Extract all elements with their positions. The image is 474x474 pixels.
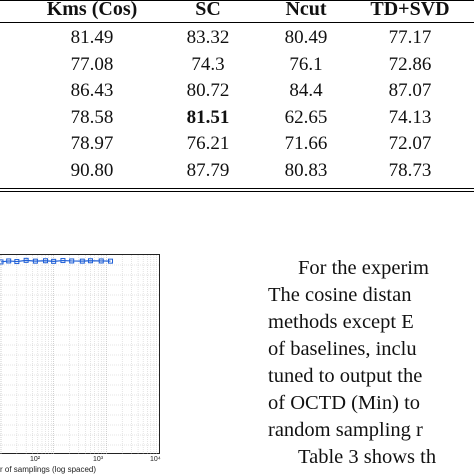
table-cell-kms-cos-row3: 86.43 (70, 80, 114, 101)
x-tick-label-1e4: 10⁴ (150, 456, 161, 463)
data-point-marker (51, 258, 57, 264)
x-tick-label-1e2: 10² (30, 456, 41, 463)
data-point-marker (14, 259, 20, 265)
table-cell-ncut-row5: 71.66 (284, 133, 328, 154)
table-cell-sc-row4: 81.51 (186, 106, 230, 128)
data-point-marker (6, 258, 12, 264)
data-point-marker (98, 258, 104, 264)
table-cell-ncut-row3: 84.4 (289, 80, 323, 101)
table-cell-td-svd-row4: 74.13 (388, 106, 432, 128)
data-point-marker (60, 258, 66, 264)
table-bottom-rule-2 (0, 191, 474, 192)
table-cell-kms-cos-row4: 78.58 (70, 106, 114, 128)
table-cell-kms-cos-row6: 90.80 (70, 159, 114, 181)
paragraph-line-1: For the experim (298, 257, 429, 279)
plot-frame (0, 254, 160, 455)
table-cell-sc-row1: 83.32 (186, 27, 230, 48)
data-point-marker (87, 258, 93, 264)
table-cell-td-svd-row3: 87.07 (388, 80, 432, 101)
table-top-rule (0, 0, 474, 1)
data-point-marker (79, 258, 85, 264)
table-cell-td-svd-row5: 72.07 (388, 133, 432, 154)
table-cell-td-svd-row1: 77.17 (388, 27, 432, 48)
table-cell-ncut-row6: 80.83 (284, 159, 328, 181)
table-cell-ncut-row2: 76.1 (289, 53, 323, 75)
table-header-td-svd: TD+SVD (370, 0, 450, 20)
data-point-marker (32, 258, 38, 264)
table-cell-td-svd-row6: 78.73 (388, 159, 432, 181)
data-point-marker (0, 259, 4, 265)
table-cell-sc-row6: 87.79 (186, 159, 230, 181)
data-point-marker (23, 257, 29, 263)
table-bottom-rule-1 (0, 188, 474, 189)
paragraph-line-8: Table 3 shows th (298, 446, 437, 468)
plot-area (0, 255, 160, 455)
table-header-kms-cos: Kms (Cos) (46, 0, 138, 20)
table-header-ncut: Ncut (285, 0, 327, 20)
table-cell-ncut-row4: 62.65 (284, 106, 328, 128)
table-cell-sc-row3: 80.72 (186, 80, 230, 101)
paragraph-line-3: methods except E (268, 311, 414, 333)
table-cell-kms-cos-row1: 81.49 (70, 27, 114, 48)
table-cell-td-svd-row2: 72.86 (388, 53, 432, 75)
table-cell-ncut-row1: 80.49 (284, 27, 328, 48)
data-point-marker (69, 258, 75, 264)
paragraph-line-6: of OCTD (Min) to (268, 392, 421, 414)
paragraph-line-4: of baselines, inclu (268, 338, 417, 360)
table-cell-sc-row5: 76.21 (186, 133, 230, 154)
paragraph-line-5: tuned to output the (268, 365, 423, 387)
x-tick-label-1e3: 10³ (93, 456, 104, 463)
x-axis-label: r of samplings (log spaced) (0, 465, 97, 474)
series-line (0, 259, 111, 263)
table-cell-kms-cos-row2: 77.08 (70, 53, 114, 75)
table-cell-sc-row2: 74.3 (191, 53, 225, 75)
paragraph-line-2: The cosine distan (268, 284, 412, 306)
table-cell-kms-cos-row5: 78.97 (70, 133, 114, 154)
paragraph-line-7: random sampling r (268, 419, 423, 441)
table-header-rule (0, 22, 474, 23)
data-point-marker (108, 258, 114, 264)
table-header-sc: SC (195, 0, 221, 20)
data-point-marker (43, 258, 49, 264)
